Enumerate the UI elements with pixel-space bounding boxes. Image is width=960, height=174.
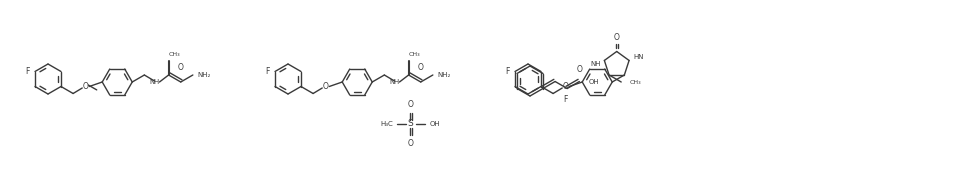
Text: N: N	[390, 79, 396, 85]
Text: O: O	[323, 82, 328, 91]
Text: F: F	[26, 67, 30, 76]
Text: O: O	[408, 139, 414, 148]
Text: CH₃: CH₃	[629, 80, 641, 85]
Text: NH: NH	[590, 61, 601, 68]
Text: H: H	[154, 79, 159, 85]
Text: O: O	[576, 65, 583, 74]
Text: OH: OH	[430, 121, 441, 127]
Text: O: O	[563, 82, 568, 91]
Text: HN: HN	[633, 54, 643, 61]
Text: O: O	[613, 33, 619, 42]
Text: F: F	[266, 67, 270, 76]
Text: OH: OH	[588, 78, 599, 85]
Text: N: N	[150, 79, 156, 85]
Text: O: O	[178, 63, 183, 72]
Text: NH₂: NH₂	[198, 72, 211, 78]
Text: S: S	[408, 120, 414, 129]
Text: F: F	[564, 96, 567, 105]
Text: O: O	[83, 82, 88, 91]
Text: NH₂: NH₂	[438, 72, 451, 78]
Text: H: H	[394, 79, 399, 85]
Text: O: O	[418, 63, 423, 72]
Text: CH₃: CH₃	[409, 52, 420, 57]
Text: O: O	[408, 100, 414, 109]
Text: F: F	[506, 67, 510, 76]
Text: CH₃: CH₃	[169, 52, 180, 57]
Text: H₃C: H₃C	[380, 121, 393, 127]
